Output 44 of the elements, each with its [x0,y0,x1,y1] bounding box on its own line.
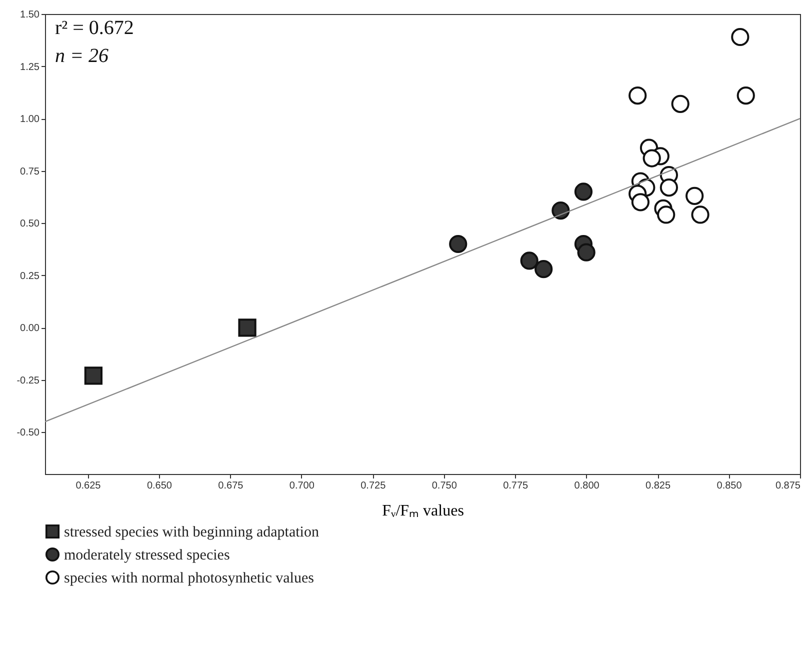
x-tick-label: 0.875 [775,480,801,492]
point [731,28,750,46]
x-tick-label: 0.800 [574,480,600,492]
x-tick-label: 0.650 [146,480,172,492]
y-tick-label: 0.00 [20,323,40,334]
point [686,186,704,205]
point [552,202,570,220]
x-tick-label: 0.775 [503,480,529,492]
y-tick-label: -0.25 [16,375,40,386]
y-tick-label: 1.00 [20,114,40,126]
point [631,193,650,212]
point [534,260,553,278]
point [660,178,678,197]
y-tick-label: 1.50 [20,10,40,20]
point [238,318,256,337]
x-axis-title: Fᵥ/Fₘ values [382,502,464,520]
x-tick-label: 0.850 [716,480,742,492]
x-tick-label: 0.750 [432,480,458,492]
y-tick-label: 0.75 [20,166,40,178]
x-tick-label: 0.700 [289,480,315,492]
point [628,86,647,105]
point [84,366,102,385]
y-tick-label: -0.50 [16,428,40,439]
point [449,234,468,254]
legend-label: species with normal photosynhetic values [64,570,314,586]
point [577,243,596,262]
annotation: r² = 0.672 [55,17,134,39]
y-tick-label: 0.25 [20,270,40,282]
point [574,182,593,201]
point [736,86,755,105]
point [520,252,538,270]
x-tick-label: 0.625 [76,480,102,492]
point [671,94,690,113]
legend-label: moderately stressed species [64,548,230,564]
annotation: n = 26 [55,45,108,67]
point [657,206,676,224]
y-tick-label: 1.25 [20,62,40,73]
x-tick-label: 0.825 [646,480,671,492]
y-tick-label: 0.50 [20,218,40,230]
x-tick-label: 0.725 [360,480,386,492]
point [691,206,710,224]
x-tick-label: 0.675 [218,480,244,492]
point [642,149,661,168]
legend-label: stressed species with beginning adaptation [64,524,320,540]
